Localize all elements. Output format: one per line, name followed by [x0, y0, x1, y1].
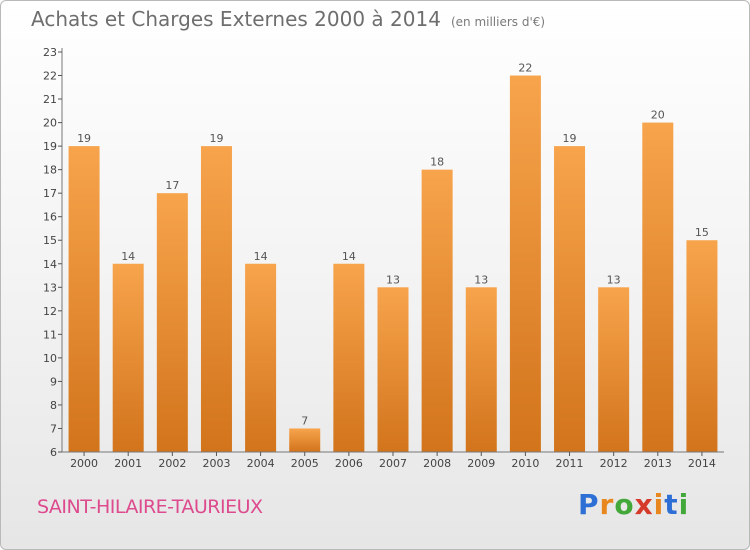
chart-unit: (en milliers d'€) — [450, 15, 546, 29]
data-label-2005: 7 — [301, 414, 308, 427]
x-axis: 2000 2001 2002 2003 2004 2005 2006 2007 2008 2009… — [62, 451, 724, 470]
x-tick-label-2000: 2000 — [70, 457, 98, 470]
data-label-2014: 15 — [695, 226, 709, 239]
y-tick-label: 15 — [43, 234, 57, 247]
bar-2014 — [686, 240, 718, 452]
chart-title: Achats et Charges Externes 2000 à 2014 (e… — [31, 7, 545, 31]
data-label-2001: 14 — [121, 250, 135, 263]
bar-2010 — [509, 75, 541, 452]
logo-letter: i — [678, 488, 690, 521]
x-tick-label-2012: 2012 — [600, 457, 628, 470]
y-axis: 6 7 8 9 10 11 12 13 14 15 16 17 18 19 20 21 22 23 — [43, 46, 63, 459]
x-tick-label-2011: 2011 — [556, 457, 584, 470]
data-label-2010: 22 — [518, 62, 532, 75]
data-label-2013: 20 — [651, 109, 665, 122]
data-label-2011: 19 — [563, 132, 577, 145]
bar-2006 — [333, 263, 365, 452]
data-label-2003: 19 — [209, 132, 223, 145]
proxiti-logo[interactable]: Proxiti — [578, 488, 689, 521]
x-tick-label-2013: 2013 — [644, 457, 672, 470]
y-tick-label: 17 — [43, 187, 57, 200]
y-tick-label: 16 — [43, 211, 57, 224]
data-label-2008: 18 — [430, 156, 444, 169]
y-tick-label: 21 — [43, 93, 57, 106]
y-tick-label: 8 — [50, 399, 57, 412]
y-tick-label: 11 — [43, 328, 57, 341]
y-tick-label: 10 — [43, 352, 57, 365]
x-tick-label-2004: 2004 — [247, 457, 275, 470]
bar-2001 — [112, 263, 144, 452]
x-tick-label-2003: 2003 — [202, 457, 230, 470]
y-tick-label: 13 — [43, 281, 57, 294]
y-tick-label: 6 — [50, 446, 57, 459]
data-label-2004: 14 — [254, 250, 268, 263]
y-tick-label: 20 — [43, 117, 57, 130]
bar-2011 — [554, 146, 586, 452]
logo-letter: P — [578, 488, 600, 521]
x-tick-label-2010: 2010 — [511, 457, 539, 470]
x-tick-label-2005: 2005 — [291, 457, 319, 470]
data-label-2007: 13 — [386, 273, 400, 286]
commune-name: SAINT-HILAIRE-TAURIEUX — [37, 496, 263, 518]
bar-2013 — [642, 122, 674, 453]
bar-2002 — [156, 193, 188, 453]
logo-letter: i — [653, 488, 665, 521]
logo-letter: o — [614, 488, 635, 521]
bar-2007 — [377, 287, 409, 452]
x-tick-label-2001: 2001 — [114, 457, 142, 470]
bar-2012 — [598, 287, 630, 452]
bar-2008 — [421, 169, 453, 452]
chart-title-text: Achats et Charges Externes 2000 à 2014 — [31, 7, 441, 31]
bar-2000 — [68, 146, 100, 452]
data-label-2009: 13 — [474, 273, 488, 286]
x-tick-label-2009: 2009 — [467, 457, 495, 470]
y-tick-label: 9 — [50, 375, 57, 388]
y-tick-label: 12 — [43, 305, 57, 318]
y-tick-label: 18 — [43, 164, 57, 177]
y-tick-label: 19 — [43, 140, 57, 153]
data-label-2012: 13 — [607, 273, 621, 286]
y-tick-label: 22 — [43, 70, 57, 83]
bar-2005 — [289, 428, 321, 452]
data-label-2002: 17 — [165, 179, 179, 192]
logo-letter: t — [664, 488, 679, 521]
bar-2004 — [245, 263, 277, 452]
logo-letter: x — [634, 488, 654, 521]
x-tick-label-2008: 2008 — [423, 457, 451, 470]
x-tick-label-2002: 2002 — [158, 457, 186, 470]
data-label-2006: 14 — [342, 250, 356, 263]
x-tick-label-2007: 2007 — [379, 457, 407, 470]
y-tick-label: 14 — [43, 258, 57, 271]
x-tick-label-2014: 2014 — [688, 457, 716, 470]
y-tick-label: 23 — [43, 46, 57, 59]
bars-group: 19 14 17 19 14 7 14 13 18 13 22 19 13 20 15 — [68, 62, 718, 453]
data-label-2000: 19 — [77, 132, 91, 145]
y-tick-label: 7 — [50, 422, 57, 435]
bar-2009 — [465, 287, 497, 452]
bar-2003 — [200, 146, 232, 452]
logo-letter: r — [599, 488, 615, 521]
x-tick-label-2006: 2006 — [335, 457, 363, 470]
